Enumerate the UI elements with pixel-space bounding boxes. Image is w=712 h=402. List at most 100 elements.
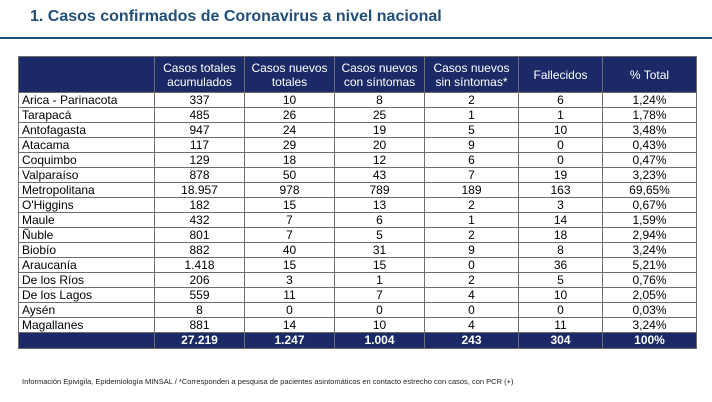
column-header-percent-total: % Total bbox=[602, 56, 697, 93]
table-cell: 19 bbox=[334, 122, 425, 138]
table-cell: 485 bbox=[154, 107, 245, 123]
table-row: Araucanía 1.418 15 15 0 36 5,21% bbox=[18, 257, 697, 273]
table-cell: 3 bbox=[244, 272, 335, 288]
totals-cell: 243 bbox=[424, 332, 519, 349]
table-cell: 10 bbox=[334, 317, 425, 333]
region-name-cell: Valparaíso bbox=[18, 167, 155, 183]
table-cell: 0 bbox=[244, 302, 335, 318]
table-cell: 8 bbox=[154, 302, 245, 318]
region-name-cell: Antofagasta bbox=[18, 122, 155, 138]
region-name-cell: Magallanes bbox=[18, 317, 155, 333]
table-cell: 129 bbox=[154, 152, 245, 168]
region-name-cell: De los Lagos bbox=[18, 287, 155, 303]
table-cell: 36 bbox=[518, 257, 603, 273]
table-cell: 9 bbox=[424, 137, 519, 153]
table-cell: 25 bbox=[334, 107, 425, 123]
table-cell: 50 bbox=[244, 167, 335, 183]
table-cell: 978 bbox=[244, 182, 335, 198]
table-row: Maule 432 7 6 1 14 1,59% bbox=[18, 212, 697, 228]
table-cell: 11 bbox=[244, 287, 335, 303]
table-row: O'Higgins 182 15 13 2 3 0,67% bbox=[18, 197, 697, 213]
table-cell: 0,76% bbox=[602, 272, 697, 288]
column-header-new-total: Casos nuevos totales bbox=[244, 56, 335, 93]
table-body: Arica - Parinacota 337 10 8 2 6 1,24% Tarapacá 4… bbox=[18, 92, 697, 333]
table-cell: 3,23% bbox=[602, 167, 697, 183]
totals-cell: 1.247 bbox=[244, 332, 335, 349]
table-cell: 24 bbox=[244, 122, 335, 138]
column-header-total-accumulated: Casos totales acumulados bbox=[154, 56, 245, 93]
table-row: Magallanes 881 14 10 4 11 3,24% bbox=[18, 317, 697, 333]
table-cell: 1.418 bbox=[154, 257, 245, 273]
region-name-cell: Tarapacá bbox=[18, 107, 155, 123]
table-cell: 6 bbox=[424, 152, 519, 168]
totals-row: 27.219 1.247 1.004 243 304 100% bbox=[18, 332, 697, 349]
cases-table: Casos totales acumulados Casos nuevos to… bbox=[18, 56, 697, 349]
table-cell: 882 bbox=[154, 242, 245, 258]
table-row: Atacama 117 29 20 9 0 0,43% bbox=[18, 137, 697, 153]
table-cell: 3,48% bbox=[602, 122, 697, 138]
region-name-cell: O'Higgins bbox=[18, 197, 155, 213]
region-name-cell: Metropolitana bbox=[18, 182, 155, 198]
table-cell: 15 bbox=[334, 257, 425, 273]
table-cell: 69,65% bbox=[602, 182, 697, 198]
table-cell: 18 bbox=[244, 152, 335, 168]
table-cell: 10 bbox=[518, 122, 603, 138]
title-divider bbox=[0, 37, 712, 39]
table-cell: 1 bbox=[334, 272, 425, 288]
table-cell: 10 bbox=[518, 287, 603, 303]
table-cell: 15 bbox=[244, 197, 335, 213]
table-cell: 7 bbox=[244, 227, 335, 243]
table-cell: 1 bbox=[424, 107, 519, 123]
table-cell: 26 bbox=[244, 107, 335, 123]
table-cell: 0 bbox=[424, 302, 519, 318]
table-cell: 31 bbox=[334, 242, 425, 258]
page-title: 1. Casos confirmados de Coronavirus a ni… bbox=[30, 8, 442, 25]
region-name-cell: Aysén bbox=[18, 302, 155, 318]
table-cell: 0,67% bbox=[602, 197, 697, 213]
table-cell: 11 bbox=[518, 317, 603, 333]
table-cell: 14 bbox=[244, 317, 335, 333]
table-cell: 0 bbox=[518, 152, 603, 168]
source-footnote: Información Epivigila, Epidemiología MIN… bbox=[22, 377, 514, 386]
table-row: Arica - Parinacota 337 10 8 2 6 1,24% bbox=[18, 92, 697, 108]
table-cell: 1,78% bbox=[602, 107, 697, 123]
region-name-cell: Maule bbox=[18, 212, 155, 228]
table-cell: 8 bbox=[518, 242, 603, 258]
table-cell: 3 bbox=[518, 197, 603, 213]
table-cell: 0,03% bbox=[602, 302, 697, 318]
totals-cell: 1.004 bbox=[334, 332, 425, 349]
totals-cell: 100% bbox=[602, 332, 697, 349]
region-name-cell: Coquimbo bbox=[18, 152, 155, 168]
table-cell: 6 bbox=[334, 212, 425, 228]
table-cell: 29 bbox=[244, 137, 335, 153]
table-cell: 18 bbox=[518, 227, 603, 243]
table-cell: 1 bbox=[424, 212, 519, 228]
table-cell: 7 bbox=[244, 212, 335, 228]
region-name-cell: Ñuble bbox=[18, 227, 155, 243]
table-cell: 0 bbox=[518, 137, 603, 153]
table-cell: 13 bbox=[334, 197, 425, 213]
table-row: Tarapacá 485 26 25 1 1 1,78% bbox=[18, 107, 697, 123]
table-cell: 2,94% bbox=[602, 227, 697, 243]
table-cell: 1 bbox=[518, 107, 603, 123]
table-cell: 5 bbox=[424, 122, 519, 138]
table-row: De los Lagos 559 11 7 4 10 2,05% bbox=[18, 287, 697, 303]
table-row: Ñuble 801 7 5 2 18 2,94% bbox=[18, 227, 697, 243]
table-cell: 2 bbox=[424, 272, 519, 288]
table-cell: 0,47% bbox=[602, 152, 697, 168]
table-cell: 5,21% bbox=[602, 257, 697, 273]
table-cell: 2 bbox=[424, 197, 519, 213]
table-row: Biobío 882 40 31 9 8 3,24% bbox=[18, 242, 697, 258]
table-cell: 163 bbox=[518, 182, 603, 198]
table-cell: 10 bbox=[244, 92, 335, 108]
table-row: Valparaíso 878 50 43 7 19 3,23% bbox=[18, 167, 697, 183]
table-row: Antofagasta 947 24 19 5 10 3,48% bbox=[18, 122, 697, 138]
table-cell: 559 bbox=[154, 287, 245, 303]
table-cell: 12 bbox=[334, 152, 425, 168]
table-cell: 40 bbox=[244, 242, 335, 258]
table-cell: 5 bbox=[334, 227, 425, 243]
region-name-cell: Biobío bbox=[18, 242, 155, 258]
table-cell: 117 bbox=[154, 137, 245, 153]
column-header-deaths: Fallecidos bbox=[518, 56, 603, 93]
table-cell: 7 bbox=[424, 167, 519, 183]
